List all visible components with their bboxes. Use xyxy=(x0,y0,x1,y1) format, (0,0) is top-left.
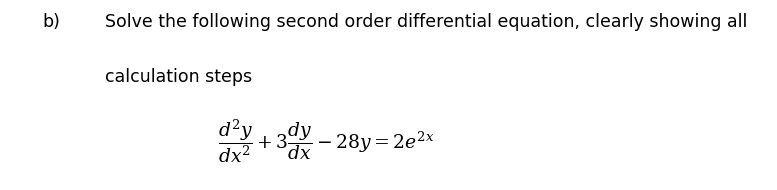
Text: b): b) xyxy=(43,13,61,31)
Text: $\dfrac{d^2y}{dx^2} + 3\dfrac{dy}{dx} - 28y = 2e^{2x}$: $\dfrac{d^2y}{dx^2} + 3\dfrac{dy}{dx} - … xyxy=(218,117,434,165)
Text: calculation steps: calculation steps xyxy=(105,68,252,86)
Text: Solve the following second order differential equation, clearly showing all: Solve the following second order differe… xyxy=(105,13,747,31)
